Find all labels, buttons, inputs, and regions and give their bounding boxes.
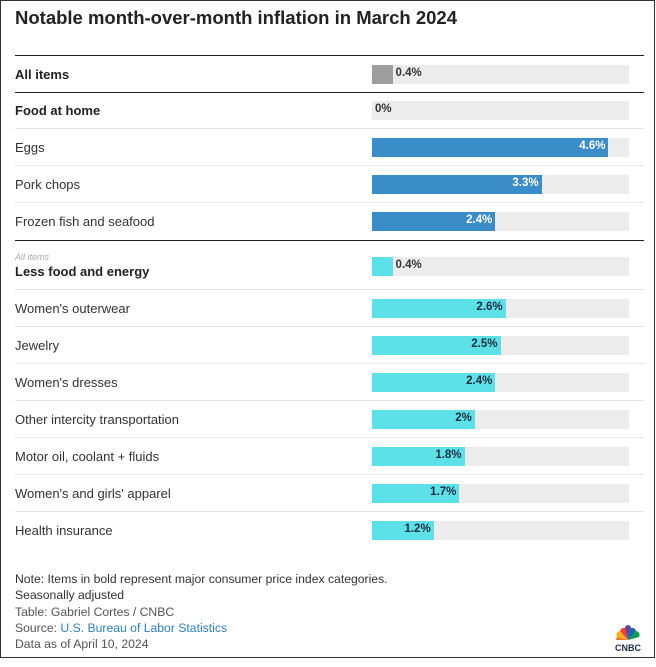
bar-row: Motor oil, coolant + fluids 1.8% xyxy=(15,438,644,475)
source-link[interactable]: U.S. Bureau of Labor Statistics xyxy=(60,620,228,635)
source-line: Source: U.S. Bureau of Labor Statistics xyxy=(15,620,388,636)
row-label-text: Motor oil, coolant + fluids xyxy=(15,448,160,464)
bar xyxy=(372,174,542,194)
svg-text:CNBC: CNBC xyxy=(615,643,641,652)
bar-row: Eggs 4.6% xyxy=(15,129,644,166)
row-label: Women's dresses xyxy=(15,375,118,390)
bar xyxy=(372,372,496,392)
bar-row: Food at home 0% xyxy=(15,92,644,129)
row-label-text: Frozen fish and seafood xyxy=(15,214,155,229)
row-label: Other intercity transportation xyxy=(15,412,179,427)
bar-row: Women's dresses 2.4% xyxy=(15,364,644,401)
row-label-text: Less food and energy xyxy=(15,264,150,279)
bar-table: All items 0.4% Food at home 0% Eggs 4.6% Pork … xyxy=(15,55,644,549)
bar-row: All items 0.4% xyxy=(15,55,644,92)
bar xyxy=(372,212,496,231)
adjusted-text: Seasonally adjusted xyxy=(15,588,125,603)
bar-value-label: 2.4% xyxy=(466,214,493,226)
row-label: Frozen fish and seafood xyxy=(15,214,154,229)
bar xyxy=(372,409,475,429)
bar-track: 2.5% xyxy=(372,335,629,355)
bar-track: 2.4% xyxy=(372,372,629,392)
note-text: Note: Items in bold represent major cons… xyxy=(15,572,388,586)
bar-row: Other intercity transportation 2% xyxy=(15,401,644,438)
bar-track: 0% xyxy=(372,101,629,120)
cnbc-logo-icon: CNBC xyxy=(615,625,641,652)
bar xyxy=(372,335,501,355)
bar-value-label: 1.7% xyxy=(430,485,457,498)
row-label-text: Other intercity transportation xyxy=(15,411,180,427)
bar-track: 0.4% xyxy=(372,64,629,84)
date-text: Data as of April 10, 2024 xyxy=(15,637,149,652)
bar-row: Pork chops 3.3% xyxy=(15,166,644,203)
bar-track: 2.6% xyxy=(372,298,629,318)
row-label: Jewelry xyxy=(15,338,59,353)
bar-value-label: 2% xyxy=(455,411,472,424)
bar-track: 4.6% xyxy=(372,137,629,157)
bar xyxy=(372,446,465,466)
row-label-text: Women's and girls' apparel xyxy=(15,485,171,501)
bar-row: Health insurance 1.2% xyxy=(15,512,644,549)
bar xyxy=(372,64,393,84)
row-label: All items xyxy=(15,67,69,82)
bar-track: 1.2% xyxy=(372,521,629,540)
row-label: Eggs xyxy=(15,140,45,155)
bar-row: Women's outerwear 2.6% xyxy=(15,290,644,327)
bar-row: Frozen fish and seafood 2.4% xyxy=(15,203,644,240)
source-prefix: Source: xyxy=(15,620,61,635)
bar-row: All items Less food and energy 0.4% xyxy=(15,240,644,290)
bar-track: 0.4% xyxy=(372,257,629,276)
row-label-text: Health insurance xyxy=(15,523,113,538)
bar-value-label: 2.6% xyxy=(476,300,503,313)
bar xyxy=(372,257,393,276)
chart-title: Notable month-over-month inflation in Ma… xyxy=(15,7,457,28)
row-sublabel: All items xyxy=(15,252,50,262)
bar-value-label: 0.4% xyxy=(395,259,422,271)
bar-value-label: 2.4% xyxy=(466,374,493,387)
row-label-text: All items xyxy=(15,66,70,82)
row-label-text: Food at home xyxy=(15,103,101,118)
row-label: Women's outerwear xyxy=(15,301,130,316)
bar-row: Jewelry 2.5% xyxy=(15,327,644,364)
row-label-text: Pork chops xyxy=(15,176,81,192)
row-label-text: Women's dresses xyxy=(15,374,118,390)
bar-row: Women's and girls' apparel 1.7% xyxy=(15,475,644,512)
bar xyxy=(372,521,434,540)
bar-track: 1.8% xyxy=(372,446,629,466)
bar-value-label: 0% xyxy=(375,103,392,115)
bar-track: 1.7% xyxy=(372,483,629,503)
bar-value-label: 1.8% xyxy=(435,448,462,461)
bar-track: 2% xyxy=(372,409,629,429)
bar xyxy=(372,298,506,318)
row-label-text: Jewelry xyxy=(15,337,60,353)
bar-value-label: 3.3% xyxy=(512,176,539,189)
row-label: Motor oil, coolant + fluids xyxy=(15,449,159,464)
row-label: Pork chops xyxy=(15,177,80,192)
row-label: Health insurance xyxy=(15,523,113,538)
bar-value-label: 1.2% xyxy=(404,523,431,535)
bar-value-label: 2.5% xyxy=(471,337,498,350)
bar-value-label: 4.6% xyxy=(579,139,606,152)
row-label: All items Less food and energy xyxy=(15,252,149,279)
bar xyxy=(372,137,609,157)
row-label: Food at home xyxy=(15,103,100,118)
row-label-text: Women's outerwear xyxy=(15,300,130,316)
row-label: Women's and girls' apparel xyxy=(15,486,171,501)
bar-track: 2.4% xyxy=(372,212,629,231)
bar xyxy=(372,483,460,503)
bar-value-label: 0.4% xyxy=(395,66,422,79)
credit-text: Table: Gabriel Cortes / CNBC xyxy=(15,604,175,619)
row-label-text: Eggs xyxy=(15,139,45,155)
footnotes: Note: Items in bold represent major cons… xyxy=(15,571,388,652)
bar-track: 3.3% xyxy=(372,174,629,194)
